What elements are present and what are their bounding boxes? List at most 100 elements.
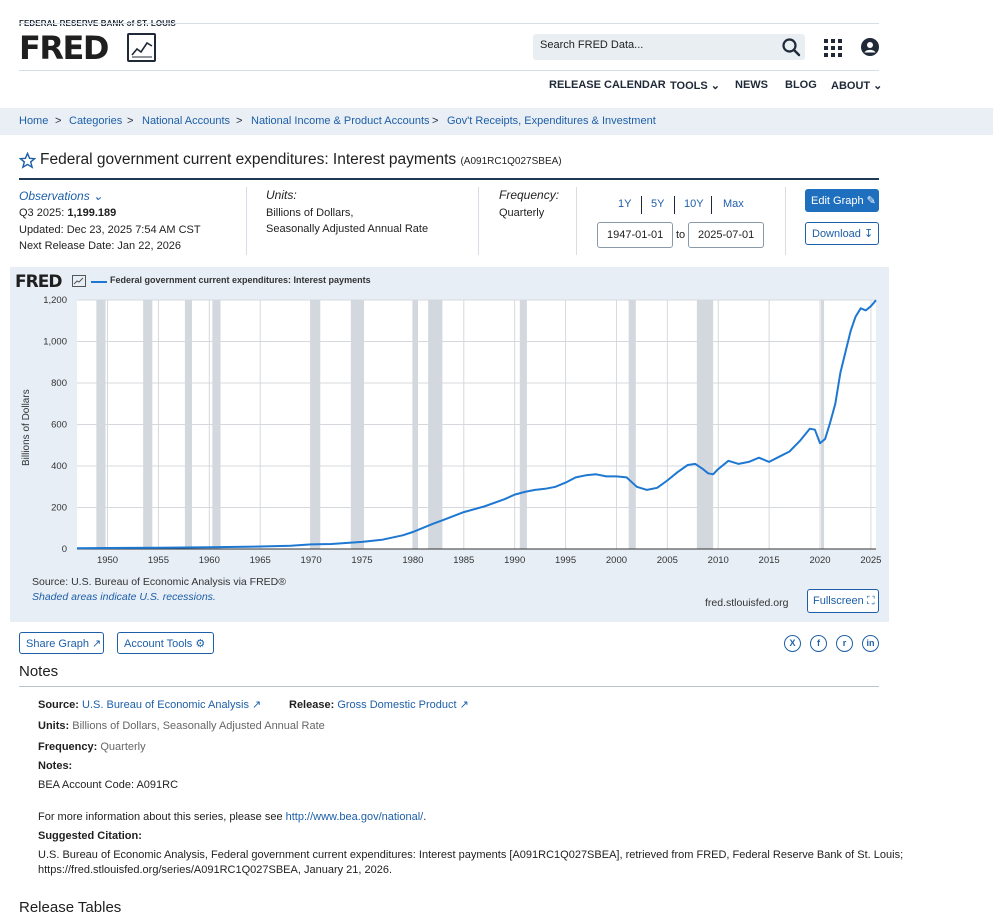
breadcrumb-national-accounts[interactable]: National Accounts — [142, 115, 231, 127]
citation-line-2: https://fred.stlouisfed.org/series/A091R… — [38, 864, 393, 876]
share-facebook-icon[interactable]: f — [810, 635, 827, 652]
x-tick-label: 1950 — [97, 555, 118, 566]
share-x-icon[interactable]: X — [784, 635, 801, 652]
account-tools-label: Account Tools — [124, 638, 193, 650]
frequency-value: Quarterly — [499, 207, 545, 219]
source-label: Source: — [38, 699, 79, 711]
notes-label-text: Notes: — [38, 760, 73, 772]
x-tick-label: 1960 — [199, 555, 220, 566]
nav-tools-label: TOOLS — [670, 80, 708, 92]
updated-date: Updated: Dec 23, 2025 7:54 AM CST — [19, 224, 201, 236]
bea-link[interactable]: http://www.bea.gov/national/ — [285, 811, 424, 823]
x-tick-label: 1985 — [453, 555, 474, 566]
y-tick-label: 1,000 — [43, 337, 67, 348]
fullscreen-button[interactable]: Fullscreen ⛶ — [807, 589, 879, 613]
range-1y-button[interactable]: 1Y — [618, 198, 632, 210]
frequency-value: Quarterly — [100, 741, 146, 753]
search-button[interactable] — [780, 36, 802, 58]
title-divider — [19, 178, 879, 180]
apps-grid-icon[interactable] — [824, 39, 842, 57]
x-tick-label: 1990 — [504, 555, 525, 566]
start-date-input[interactable]: 1947-01-01 — [597, 222, 673, 248]
citation-line-1: U.S. Bureau of Economic Analysis, Federa… — [38, 849, 904, 861]
y-tick-label: 200 — [51, 503, 67, 514]
observations-label: Observations — [19, 189, 90, 203]
chart-plot[interactable]: 0 200 400 600 800 1,000 1,200 1950 1955 1960 1965 1… — [10, 267, 889, 567]
end-date-input[interactable]: 2025-07-01 — [688, 222, 764, 248]
units-line-2: Seasonally Adjusted Annual Rate — [266, 223, 429, 235]
share-reddit-icon[interactable]: r — [836, 635, 853, 652]
notes-label: Notes: — [38, 760, 72, 772]
breadcrumb-separator: > — [127, 115, 134, 127]
series-title-text: Federal government current expenditures:… — [40, 151, 457, 168]
range-separator — [711, 196, 712, 214]
range-separator — [674, 196, 675, 214]
fred-logo[interactable]: FRED — [19, 29, 109, 67]
breadcrumb-categories[interactable]: Categories — [69, 115, 123, 127]
series-title: Federal government current expenditures:… — [40, 151, 562, 169]
chart-logo-icon — [72, 275, 86, 287]
x-tick-label: 1995 — [555, 555, 576, 566]
x-tick-label: 2020 — [809, 555, 830, 566]
fullscreen-label: Fullscreen — [813, 595, 864, 607]
nav-release-calendar[interactable]: RELEASE CALENDAR — [549, 79, 666, 91]
x-tick-label: 1955 — [148, 555, 169, 566]
notes-divider — [19, 686, 879, 687]
units-label: Units: — [38, 720, 70, 732]
frequency-label: Frequency: — [38, 741, 98, 753]
breadcrumb-nipa[interactable]: National Income & Product Accounts — [251, 115, 430, 127]
search-input[interactable] — [540, 39, 770, 51]
breadcrumb-home[interactable]: Home — [19, 115, 49, 127]
fred-site-label: fred.stlouisfed.org — [705, 597, 789, 609]
series-line — [76, 299, 877, 550]
chart-source: Source: U.S. Bureau of Economic Analysis… — [32, 576, 287, 588]
x-tick-label: 1965 — [250, 555, 271, 566]
y-tick-label: 1,200 — [43, 295, 67, 306]
notes-source: Source: U.S. Bureau of Economic Analysis… — [38, 698, 261, 711]
range-10y-button[interactable]: 10Y — [684, 198, 704, 210]
source-link[interactable]: U.S. Bureau of Economic Analysis — [82, 699, 249, 711]
citation-label-text: Suggested Citation: — [38, 830, 142, 842]
frequency-label: Frequency: — [499, 188, 560, 202]
release-link[interactable]: Gross Domestic Product — [337, 699, 457, 711]
nav-blog[interactable]: BLOG — [785, 79, 817, 91]
external-link-icon: ↗ — [252, 699, 262, 711]
chevron-down-icon: ⌄ — [710, 80, 720, 92]
next-release-date[interactable]: Next Release Date: Jan 22, 2026 — [19, 240, 182, 252]
meta-divider — [246, 187, 247, 255]
nav-about[interactable]: ABOUT ⌄ — [831, 79, 882, 92]
release-tables-heading: Release Tables — [19, 899, 122, 916]
favorite-star-icon[interactable] — [19, 152, 36, 169]
notes-units: Units: Billions of Dollars, Seasonally A… — [38, 720, 325, 732]
x-tick-label: 2025 — [860, 555, 881, 566]
fred-logo-chart-icon[interactable] — [127, 33, 156, 62]
range-5y-button[interactable]: 5Y — [651, 198, 665, 210]
x-tick-label: 1980 — [402, 555, 423, 566]
download-button[interactable]: Download ↧ — [805, 222, 879, 245]
account-user-icon[interactable] — [861, 38, 879, 56]
nav-tools[interactable]: TOOLS ⌄ — [670, 79, 720, 92]
range-separator — [641, 196, 642, 214]
meta-divider — [576, 187, 577, 255]
breadcrumb-govt-receipts[interactable]: Gov't Receipts, Expenditures & Investmen… — [447, 115, 656, 127]
notes-heading: Notes — [19, 663, 59, 680]
units-line-1: Billions of Dollars, — [266, 207, 354, 219]
x-tick-label: 2010 — [708, 555, 729, 566]
range-max-button[interactable]: Max — [723, 198, 744, 210]
breadcrumb: Home > Categories > National Accounts > … — [0, 108, 993, 135]
nav-news[interactable]: NEWS — [735, 79, 768, 91]
fullscreen-icon: ⛶ — [866, 595, 875, 607]
chevron-down-icon: ⌄ — [93, 189, 104, 203]
share-graph-button[interactable]: Share Graph ↗ — [19, 632, 104, 654]
legend-label: Federal government current expenditures:… — [110, 275, 371, 285]
x-tick-label: 2000 — [606, 555, 627, 566]
share-linkedin-icon[interactable]: in — [862, 635, 879, 652]
edit-graph-button[interactable]: Edit Graph ✎ — [805, 189, 879, 212]
download-label: Download — [812, 228, 861, 240]
legend-swatch — [91, 281, 107, 283]
chart-fred-logo: FRED — [15, 272, 62, 292]
observations-dropdown[interactable]: Observations ⌄ — [19, 189, 103, 203]
account-tools-button[interactable]: Account Tools ⚙ — [117, 632, 214, 654]
header-divider — [19, 70, 879, 71]
recession-note: Shaded areas indicate U.S. recessions. — [32, 591, 216, 603]
